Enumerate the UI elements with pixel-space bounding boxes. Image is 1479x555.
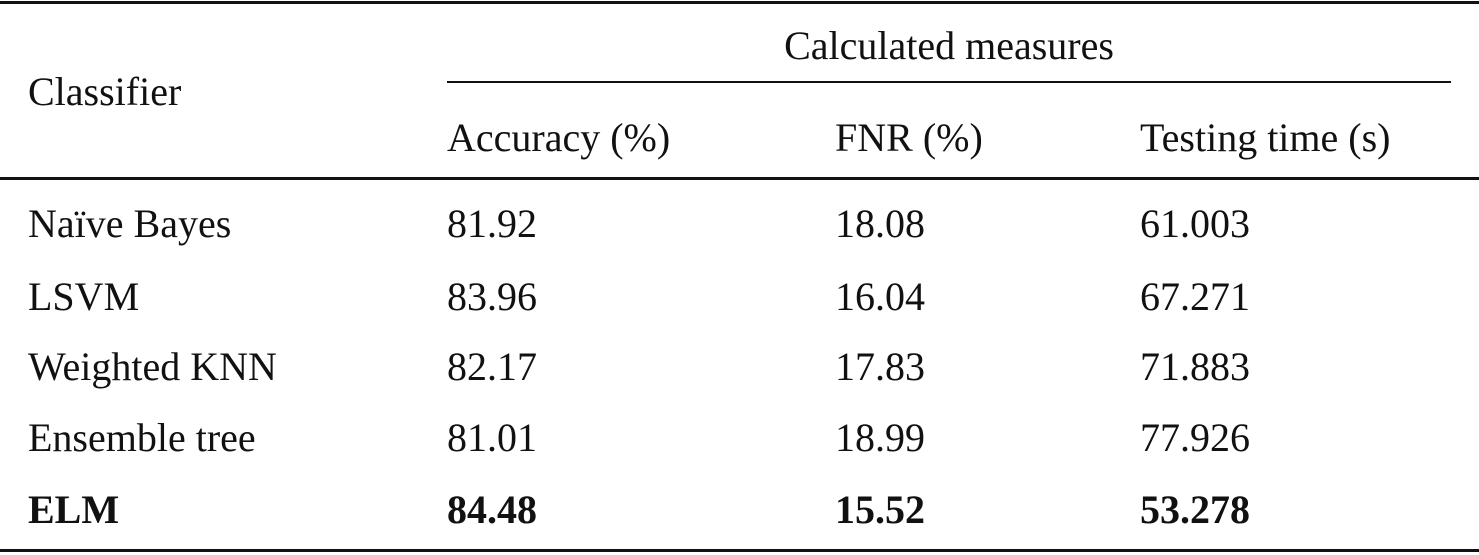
value-cell: 15.52 — [835, 487, 925, 532]
value-cell: 18.08 — [835, 201, 925, 246]
value-cell: 71.883 — [1140, 344, 1250, 389]
value-cell: 17.83 — [835, 344, 925, 389]
group-rule — [447, 81, 1451, 83]
stub-header: Classifier — [28, 69, 182, 114]
value-cell: 81.01 — [447, 415, 537, 460]
column-header: FNR (%) — [835, 115, 983, 160]
row-label: ELM — [28, 487, 120, 532]
row-label: Ensemble tree — [28, 415, 256, 460]
bottom-rule — [0, 549, 1479, 552]
value-cell: 81.92 — [447, 201, 537, 246]
value-cell: 61.003 — [1140, 201, 1250, 246]
top-rule — [0, 1, 1479, 4]
value-cell: 18.99 — [835, 415, 925, 460]
header-rule — [0, 177, 1479, 180]
value-cell: 53.278 — [1140, 487, 1250, 532]
value-cell: 83.96 — [447, 274, 537, 319]
value-cell: 16.04 — [835, 274, 925, 319]
row-label: Weighted KNN — [28, 344, 277, 389]
group-header: Calculated measures — [784, 23, 1114, 68]
value-cell: 84.48 — [447, 487, 537, 532]
column-header: Accuracy (%) — [447, 115, 671, 160]
value-cell: 77.926 — [1140, 415, 1250, 460]
column-header: Testing time (s) — [1140, 115, 1391, 160]
value-cell: 82.17 — [447, 344, 537, 389]
row-label: LSVM — [28, 274, 140, 319]
row-label: Naïve Bayes — [28, 201, 232, 246]
value-cell: 67.271 — [1140, 274, 1250, 319]
